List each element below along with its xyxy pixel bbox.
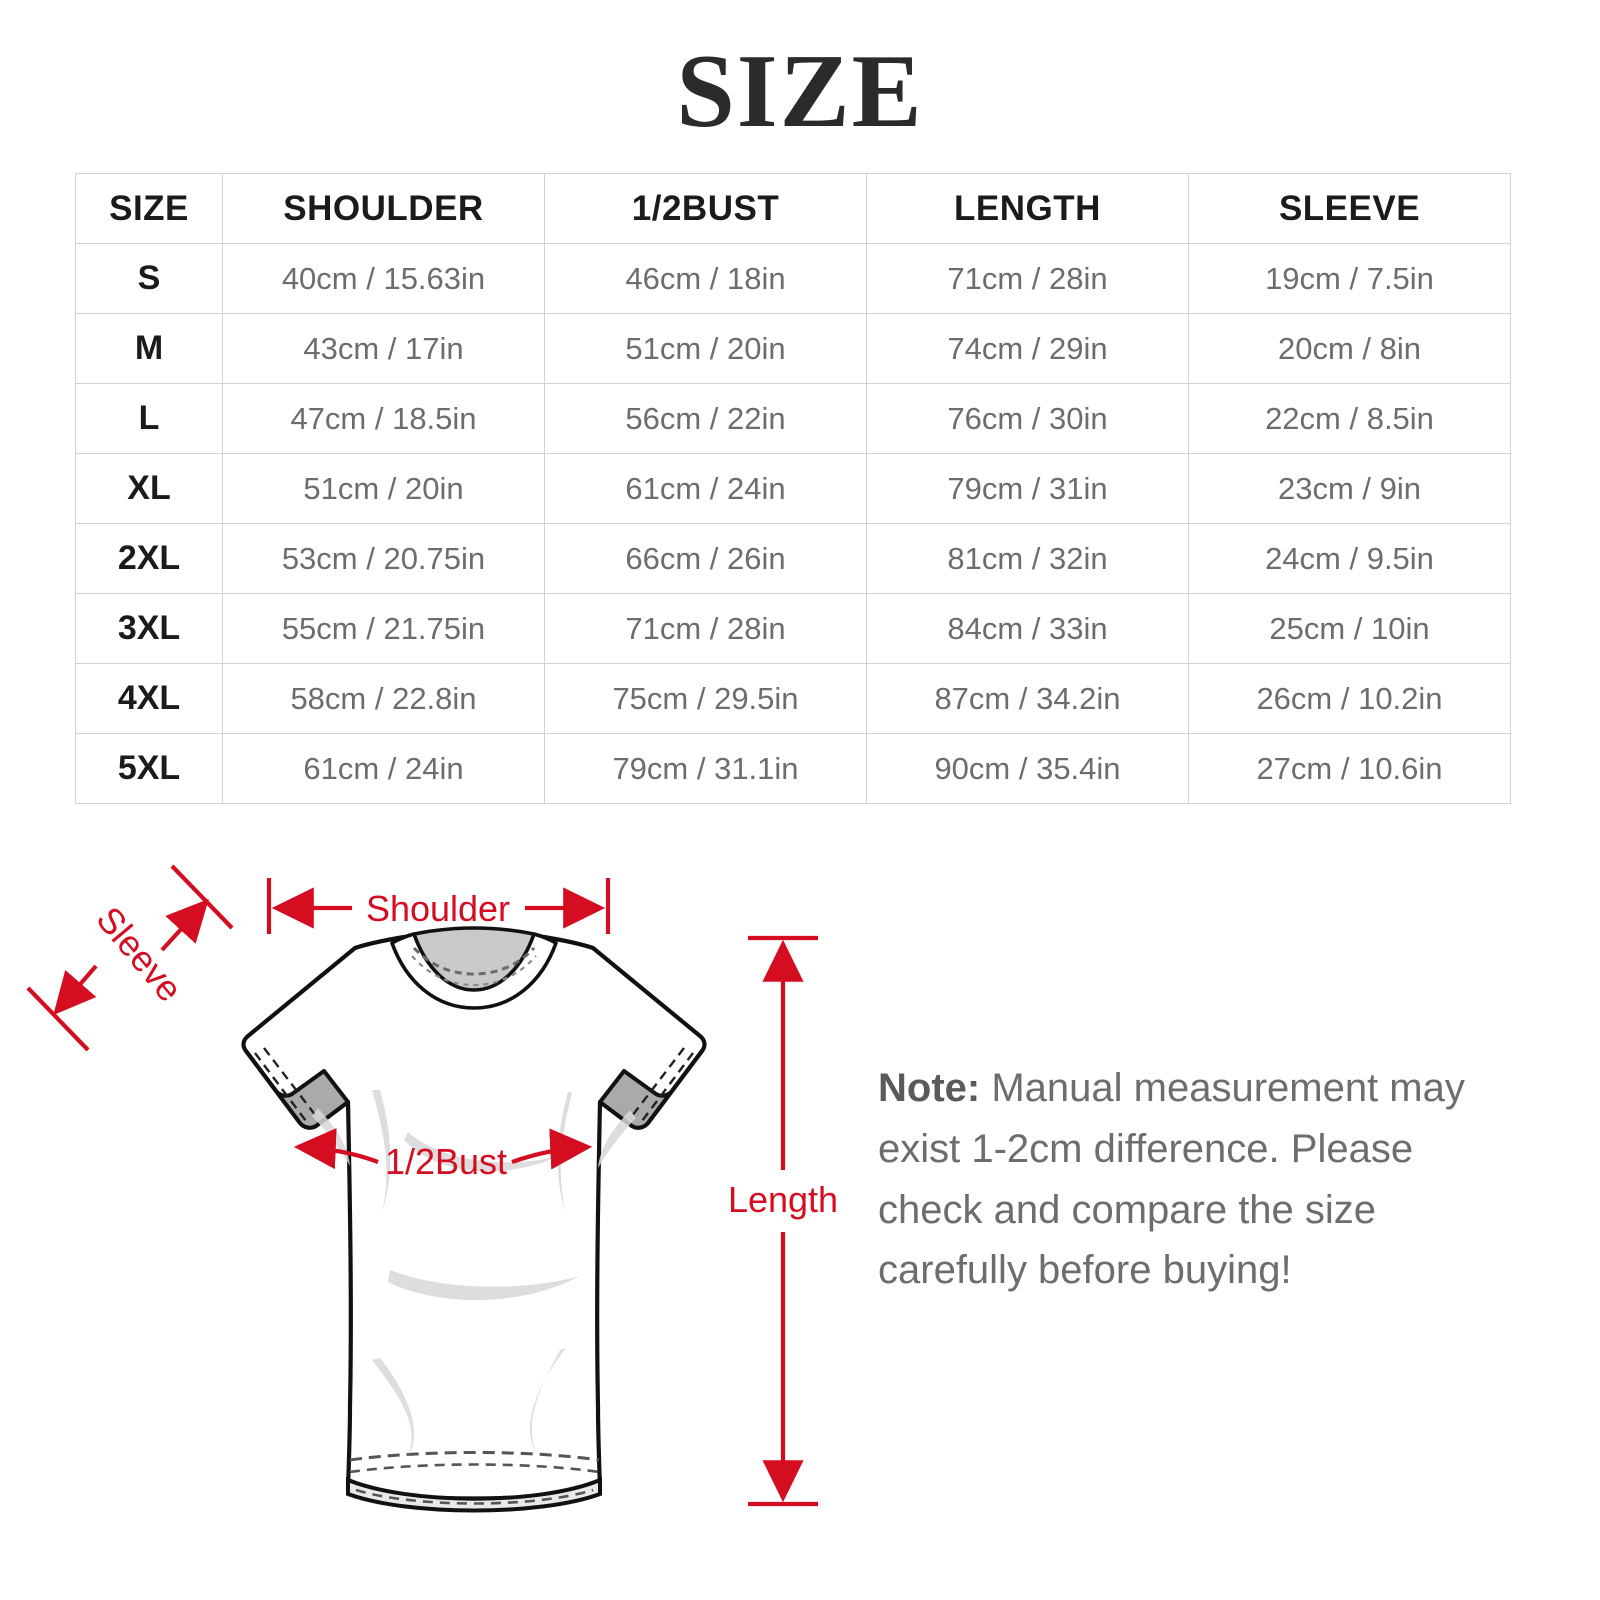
cell-size: XL — [75, 453, 223, 524]
cell-size: 3XL — [75, 593, 223, 664]
cell-shoulder: 61cm / 24in — [222, 733, 545, 804]
cell-size: M — [75, 313, 223, 384]
cell-bust: 75cm / 29.5in — [544, 663, 867, 734]
cell-sleeve: 24cm / 9.5in — [1188, 523, 1511, 594]
note-block: Note: Manual measurement may exist 1-2cm… — [878, 1058, 1518, 1301]
table-row: 2XL 53cm / 20.75in 66cm / 26in 81cm / 32… — [75, 523, 1511, 594]
column-header-sleeve: SLEEVE — [1188, 173, 1511, 244]
cell-length: 81cm / 32in — [866, 523, 1189, 594]
cell-bust: 66cm / 26in — [544, 523, 867, 594]
tshirt-body-outline — [241, 934, 707, 1501]
cell-size: 2XL — [75, 523, 223, 594]
cell-size: L — [75, 383, 223, 454]
cell-length: 79cm / 31in — [866, 453, 1189, 524]
cell-sleeve: 22cm / 8.5in — [1188, 383, 1511, 454]
collar-rib — [390, 932, 558, 1010]
cell-sleeve: 27cm / 10.6in — [1188, 733, 1511, 804]
cell-shoulder: 53cm / 20.75in — [222, 523, 545, 594]
size-table: SIZE SHOULDER 1/2BUST LENGTH SLEEVE S 40… — [75, 173, 1511, 804]
fabric-folds — [312, 1090, 636, 1456]
shoulder-label: Shoulder — [366, 888, 510, 929]
page-title: SIZE — [676, 32, 924, 149]
table-row: XL 51cm / 20in 61cm / 24in 79cm / 31in 2… — [75, 453, 1511, 524]
column-header-length: LENGTH — [866, 173, 1189, 244]
cell-size: 4XL — [75, 663, 223, 734]
table-row: M 43cm / 17in 51cm / 20in 74cm / 29in 20… — [75, 313, 1511, 384]
cell-sleeve: 23cm / 9in — [1188, 453, 1511, 524]
cell-shoulder: 40cm / 15.63in — [222, 243, 545, 314]
cell-shoulder: 58cm / 22.8in — [222, 663, 545, 734]
cell-length: 71cm / 28in — [866, 243, 1189, 314]
sleeve-measure-arrow: Sleeve — [26, 864, 234, 1052]
cell-bust: 56cm / 22in — [544, 383, 867, 454]
cell-length: 76cm / 30in — [866, 383, 1189, 454]
length-label: Length — [728, 1179, 838, 1220]
table-row: S 40cm / 15.63in 46cm / 18in 71cm / 28in… — [75, 243, 1511, 314]
left-sleeve-cuff — [244, 1049, 350, 1130]
cell-shoulder: 55cm / 21.75in — [222, 593, 545, 664]
cell-length: 87cm / 34.2in — [866, 663, 1189, 734]
right-sleeve-cuff — [598, 1049, 704, 1130]
cell-bust: 79cm / 31.1in — [544, 733, 867, 804]
sleeve-label: Sleeve — [88, 899, 190, 1010]
table-header-row: SIZE SHOULDER 1/2BUST LENGTH SLEEVE — [75, 173, 1511, 244]
collar-stitch — [412, 946, 536, 976]
shoulder-measure-arrow: Shoulder — [266, 878, 611, 934]
table-row: 3XL 55cm / 21.75in 71cm / 28in 84cm / 33… — [75, 593, 1511, 664]
column-header-shoulder: SHOULDER — [222, 173, 545, 244]
table-row: L 47cm / 18.5in 56cm / 22in 76cm / 30in … — [75, 383, 1511, 454]
cell-length: 74cm / 29in — [866, 313, 1189, 384]
hem-edge — [346, 1477, 603, 1513]
note-label: Note: — [878, 1066, 981, 1110]
cell-bust: 61cm / 24in — [544, 453, 867, 524]
cell-sleeve: 20cm / 8in — [1188, 313, 1511, 384]
cell-shoulder: 47cm / 18.5in — [222, 383, 545, 454]
bust-label: 1/2Bust — [385, 1141, 507, 1182]
bust-measure-arrow: 1/2Bust — [293, 1128, 593, 1182]
tshirt-measurement-diagram: Shoulder Sleeve 1/2Bust — [0, 840, 900, 1570]
cell-sleeve: 26cm / 10.2in — [1188, 663, 1511, 734]
table-row: 5XL 61cm / 24in 79cm / 31.1in 90cm / 35.… — [75, 733, 1511, 804]
cell-bust: 51cm / 20in — [544, 313, 867, 384]
cell-length: 90cm / 35.4in — [866, 733, 1189, 804]
column-header-bust: 1/2BUST — [544, 173, 867, 244]
collar-stitch-2 — [411, 955, 537, 987]
cell-sleeve: 19cm / 7.5in — [1188, 243, 1511, 314]
cell-shoulder: 51cm / 20in — [222, 453, 545, 524]
cell-bust: 71cm / 28in — [544, 593, 867, 664]
cell-sleeve: 25cm / 10in — [1188, 593, 1511, 664]
table-row: 4XL 58cm / 22.8in 75cm / 29.5in 87cm / 3… — [75, 663, 1511, 734]
tshirt-illustration — [241, 926, 707, 1513]
length-measure-arrow: Length — [728, 935, 838, 1507]
cell-shoulder: 43cm / 17in — [222, 313, 545, 384]
cell-size: S — [75, 243, 223, 314]
note-text: Manual measurement may exist 1-2cm diffe… — [878, 1066, 1465, 1293]
cell-length: 84cm / 33in — [866, 593, 1189, 664]
cell-bust: 46cm / 18in — [544, 243, 867, 314]
hem-edge-stitch — [355, 1488, 594, 1505]
hem-stitch-2 — [349, 1463, 600, 1474]
hem-stitch-1 — [349, 1451, 600, 1462]
cell-size: 5XL — [75, 733, 223, 804]
column-header-size: SIZE — [75, 173, 223, 244]
